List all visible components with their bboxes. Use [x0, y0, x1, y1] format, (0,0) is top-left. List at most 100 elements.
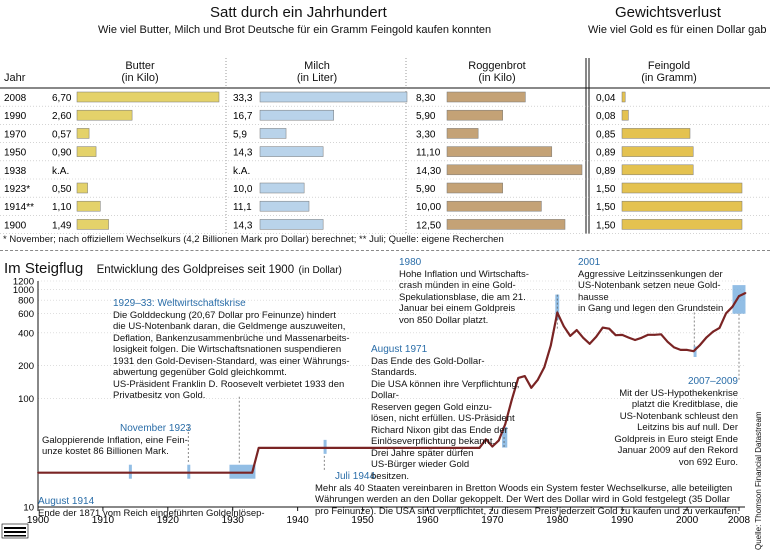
- gold-bar: [621, 164, 694, 176]
- gold-price-point: [718, 327, 721, 329]
- x-tick-label: 1990: [611, 515, 634, 526]
- gold-table-subtitle: Wie viel Gold es für einen Dollar gab: [588, 24, 767, 36]
- annotation-1929-line: die US-Notenbank daran, die Geldmenge au…: [113, 321, 346, 332]
- gold-price-point: [251, 471, 254, 474]
- y-tick-label: 10: [23, 503, 34, 514]
- annotation-1923: November 1923 Galoppierende Inflation, e…: [42, 423, 242, 458]
- annotation-1923-line: unze kostet 86 Billionen Mark.: [42, 446, 169, 457]
- col-header-bread: Roggenbrot (in Kilo): [412, 60, 582, 84]
- gold-price-point: [562, 325, 565, 328]
- gold-price-point: [608, 327, 611, 330]
- x-tick-label: 1920: [157, 515, 180, 526]
- annotation-1929-line: Privatbesitz von Gold.: [113, 390, 206, 401]
- annotation-1914: August 1914 Ende der 1871 vom Reich eing…: [38, 496, 288, 519]
- bread-bar: [446, 128, 479, 139]
- chart-heading: Im Steigflug Entwicklung des Goldpreises…: [4, 260, 342, 278]
- annotation-2007-line: von 692 Euro.: [678, 456, 738, 468]
- annotation-1971: August 1971 Das Ende des Gold-Dollar-Sta…: [371, 344, 521, 482]
- annotation-2001-line: Aggressive Leitzinssenkungen der: [578, 268, 723, 280]
- bread-bar: [446, 200, 542, 212]
- row-year: 2008: [4, 93, 27, 104]
- annotation-1980-line: Januar bei einem Goldpreis: [399, 303, 516, 314]
- butter-value: 2,60: [52, 111, 72, 122]
- milk-value: 33,3: [233, 93, 253, 104]
- annotation-1923-heading: November 1923: [120, 423, 192, 434]
- chart-title: Im Steigflug: [4, 260, 84, 277]
- milk-bar: [259, 109, 334, 121]
- milk-bar: [259, 182, 305, 194]
- butter-value: 1,10: [52, 202, 72, 213]
- annotation-2001: 2001 Aggressive Leitzinssenkungen der US…: [578, 257, 748, 315]
- gold-bar: [621, 200, 743, 212]
- annotation-2007-line: platzt die Kreditblase, die: [631, 399, 738, 410]
- annotation-1971-line: Reserven gegen Gold einzu-: [371, 401, 492, 413]
- x-tick-label: 1940: [287, 515, 310, 526]
- table-subtitle: Wie viel Butter, Milch und Brot Deutsche…: [98, 24, 492, 36]
- highlight-band-1971: [502, 426, 508, 448]
- y-tick-label: 400: [18, 328, 34, 339]
- annotation-1971-line: Drei Jahre später dürfen: [371, 447, 474, 459]
- bread-bar: [446, 219, 566, 230]
- y-tick-label: 600: [18, 309, 34, 320]
- annotation-1929-line: 1931 den Gold-Devisen-Standard, was eine…: [113, 355, 350, 367]
- milk-value: 16,7: [233, 111, 253, 122]
- milk-bar: [259, 219, 324, 230]
- annotation-1923-line: Galoppierende Inflation, eine Fein-: [42, 434, 188, 446]
- x-tick-label: 1950: [351, 515, 374, 526]
- y-tick-label: 200: [18, 361, 34, 372]
- annotation-1914-heading: August 1914: [38, 496, 95, 507]
- y-tick-label: 1200: [13, 277, 34, 288]
- row-year: 1950: [4, 148, 27, 159]
- butter-value: 0,90: [52, 148, 72, 159]
- gold-price-point: [530, 386, 533, 389]
- gold-bar: [621, 109, 629, 121]
- butter-bar: [76, 128, 90, 139]
- bread-value: 5,90: [416, 111, 436, 122]
- publisher-logo-mark: [4, 527, 26, 529]
- gold-price-point: [595, 335, 598, 338]
- row-year: 1970: [4, 129, 27, 140]
- col-header-milk-label: Milch: [304, 60, 330, 72]
- gold-price-point: [588, 342, 591, 345]
- milk-value: 5,9: [233, 129, 247, 140]
- annotation-2001-line: US-Notenbank setzen neue Gold-: [578, 280, 721, 291]
- col-header-gold-label: Feingold: [647, 60, 691, 72]
- row-year: 1914**: [4, 202, 34, 213]
- gold-price-point: [725, 312, 727, 315]
- annotation-1980-line: Spekulationsblase, die am 21.: [399, 291, 526, 303]
- annotation-1980-line: Hohe Inflation und Wirtschafts-: [399, 268, 529, 280]
- gold-price-point: [504, 423, 507, 425]
- gold-value: 0,08: [596, 111, 616, 122]
- bread-bar: [446, 109, 503, 121]
- gold-value: 1,50: [596, 184, 616, 195]
- gold-price-point: [257, 446, 260, 449]
- x-tick-label: 1910: [92, 515, 115, 526]
- annotation-1971-line: Die USA können ihre Verpflichtung, Dolla…: [371, 378, 520, 402]
- annotation-1971-line: besitzen.: [371, 470, 410, 482]
- bread-bar: [446, 146, 553, 157]
- annotation-1929-line: Deflation, Bankenzusammenbrüche und Mass…: [113, 332, 350, 344]
- row-year: 1923*: [4, 184, 30, 195]
- annotation-2001-line: in Gang und legen den Grundstein: [578, 303, 724, 314]
- annotation-2007-line: US-Notenbank schleust den: [619, 410, 738, 422]
- gold-price-point: [634, 339, 637, 341]
- butter-bar: [76, 146, 97, 157]
- annotation-1929-line: Die Golddeckung (20,67 Dollar pro Feinun…: [113, 309, 336, 321]
- col-header-gold: Feingold (in Gramm): [594, 60, 744, 84]
- butter-bar: [76, 200, 101, 212]
- gold-price-point: [575, 329, 578, 332]
- bread-value: 10,00: [416, 202, 441, 213]
- annotation-1929: 1929–33: Weltwirtschaftskrise Die Goldde…: [113, 298, 363, 402]
- chart-subtitle: Entwicklung des Goldpreises seit 1900: [96, 264, 295, 276]
- gold-value: 1,50: [596, 220, 616, 231]
- annotation-1971-line: Das Ende des Gold-Dollar-Standards.: [371, 355, 485, 379]
- col-header-butter-label: Butter: [125, 60, 155, 72]
- gold-bar: [621, 146, 694, 157]
- annotation-1980-heading: 1980: [399, 257, 422, 268]
- butter-bar: [76, 219, 109, 230]
- annotation-2007-heading: 2007–2009: [687, 376, 738, 387]
- gold-price-point: [536, 378, 539, 381]
- publisher-logo-mark: [4, 535, 26, 537]
- gold-price-point: [484, 438, 487, 441]
- butter-bar: [76, 109, 133, 121]
